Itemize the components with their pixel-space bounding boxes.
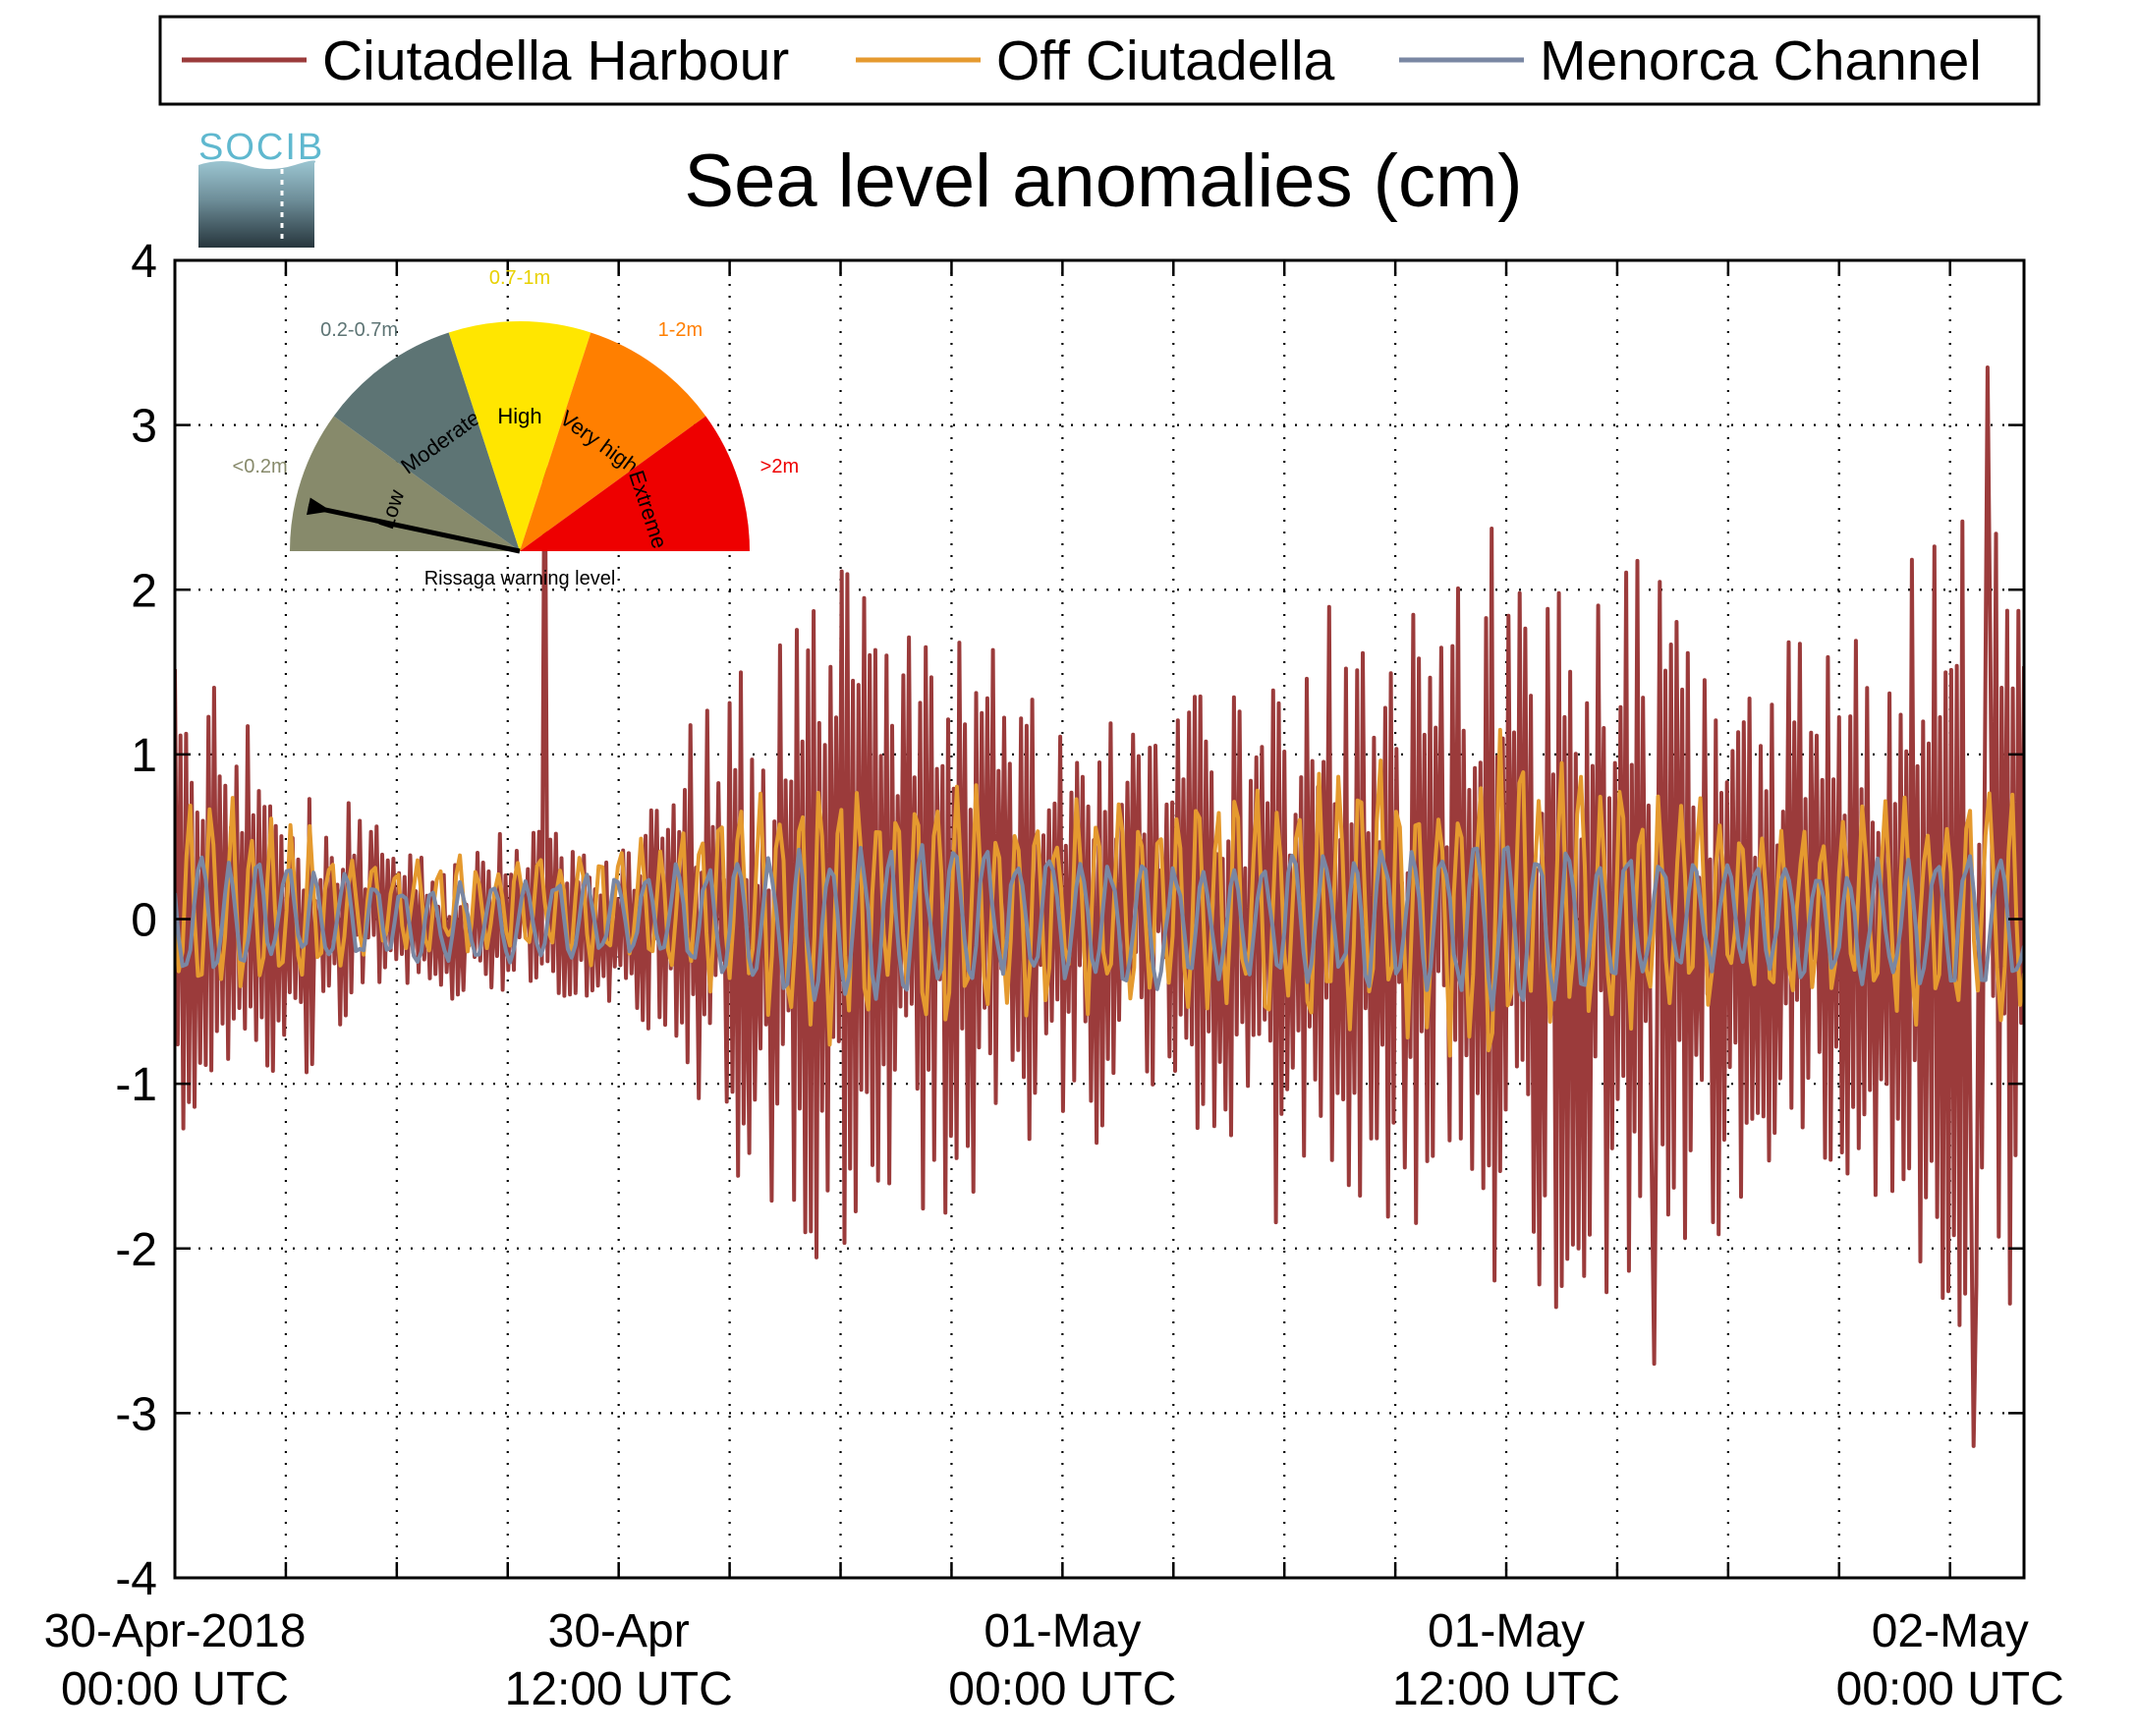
gauge-range-extreme: >2m: [760, 456, 799, 477]
gauge-sector-high: [448, 321, 591, 551]
legend-entry-ciutadella-harbour: Ciutadella Harbour: [182, 29, 789, 92]
y-tick-label: -1: [115, 1059, 157, 1111]
series-lines: [175, 365, 2024, 1448]
legend-label-menorca-channel: Menorca Channel: [1540, 29, 1982, 92]
x-tick-date-label: 30-Apr-2018: [44, 1605, 307, 1657]
x-axis: 30-Apr-2018 00:00 UTC 30-Apr 12:00 UTC 01-Ma…: [44, 1605, 2064, 1715]
series-line-ciutadella-harbour: [175, 365, 2024, 1448]
x-tick-date-label: 01-May: [1428, 1605, 1585, 1657]
gauge-sector-low: [290, 416, 520, 551]
x-tick-time-label: 12:00 UTC: [505, 1663, 733, 1715]
y-tick-label: 3: [131, 401, 157, 453]
legend-label-off-ciutadella: Off Ciutadella: [996, 29, 1335, 92]
y-tick-label: -2: [115, 1224, 157, 1276]
legend: Ciutadella Harbour Off Ciutadella Menorc…: [158, 15, 2041, 106]
legend-entry-menorca-channel: Menorca Channel: [1399, 29, 1982, 92]
gauge-needle: [308, 503, 521, 554]
gauge-range-very-high: 1-2m: [658, 319, 703, 341]
y-tick-label: 0: [131, 895, 157, 947]
socib-logo-text: SOCIB: [198, 127, 324, 168]
x-tick-date-label: 30-Apr: [548, 1605, 690, 1657]
x-tick-time-label: 12:00 UTC: [1392, 1663, 1620, 1715]
socib-logo: SOCIB: [198, 127, 324, 248]
gauge-range-moderate: 0.2-0.7m: [320, 319, 398, 341]
legend-entry-off-ciutadella: Off Ciutadella: [856, 29, 1335, 92]
chart-title: Sea level anomalies (cm): [684, 140, 1522, 223]
socib-logo-wave: [198, 160, 316, 248]
gauge-range-high: 0.7-1m: [489, 267, 550, 289]
x-tick-date-label: 02-May: [1872, 1605, 2029, 1657]
gauge-caption: Rissaga warning level: [424, 568, 616, 589]
series-line-menorca-channel: [175, 843, 2024, 1012]
y-tick-label: 1: [131, 730, 157, 782]
legend-box: [158, 15, 2041, 106]
x-tick-time-label: 00:00 UTC: [61, 1663, 289, 1715]
axis-ticks: [175, 258, 2024, 1580]
legend-label-ciutadella-harbour: Ciutadella Harbour: [322, 29, 789, 92]
y-tick-label: -4: [115, 1553, 157, 1605]
y-tick-label: 2: [131, 565, 157, 617]
series-line-off-ciutadella: [175, 727, 2024, 1058]
y-axis: -4 -3 -2 -1 0 1 2 3 4: [115, 236, 157, 1605]
gauge-needle-head: [307, 497, 332, 516]
gauge-sector-very-high: [520, 332, 706, 551]
y-tick-label: -3: [115, 1388, 157, 1440]
gauge-range-low: <0.2m: [233, 456, 288, 477]
gauge-sector-moderate: [333, 332, 520, 551]
x-tick-time-label: 00:00 UTC: [1836, 1663, 2064, 1715]
x-tick-time-label: 00:00 UTC: [948, 1663, 1176, 1715]
gauge-label-high: High: [497, 404, 541, 428]
gauge-sector-extreme: [520, 416, 750, 551]
x-tick-date-label: 01-May: [984, 1605, 1141, 1657]
y-tick-label: 4: [131, 236, 157, 288]
